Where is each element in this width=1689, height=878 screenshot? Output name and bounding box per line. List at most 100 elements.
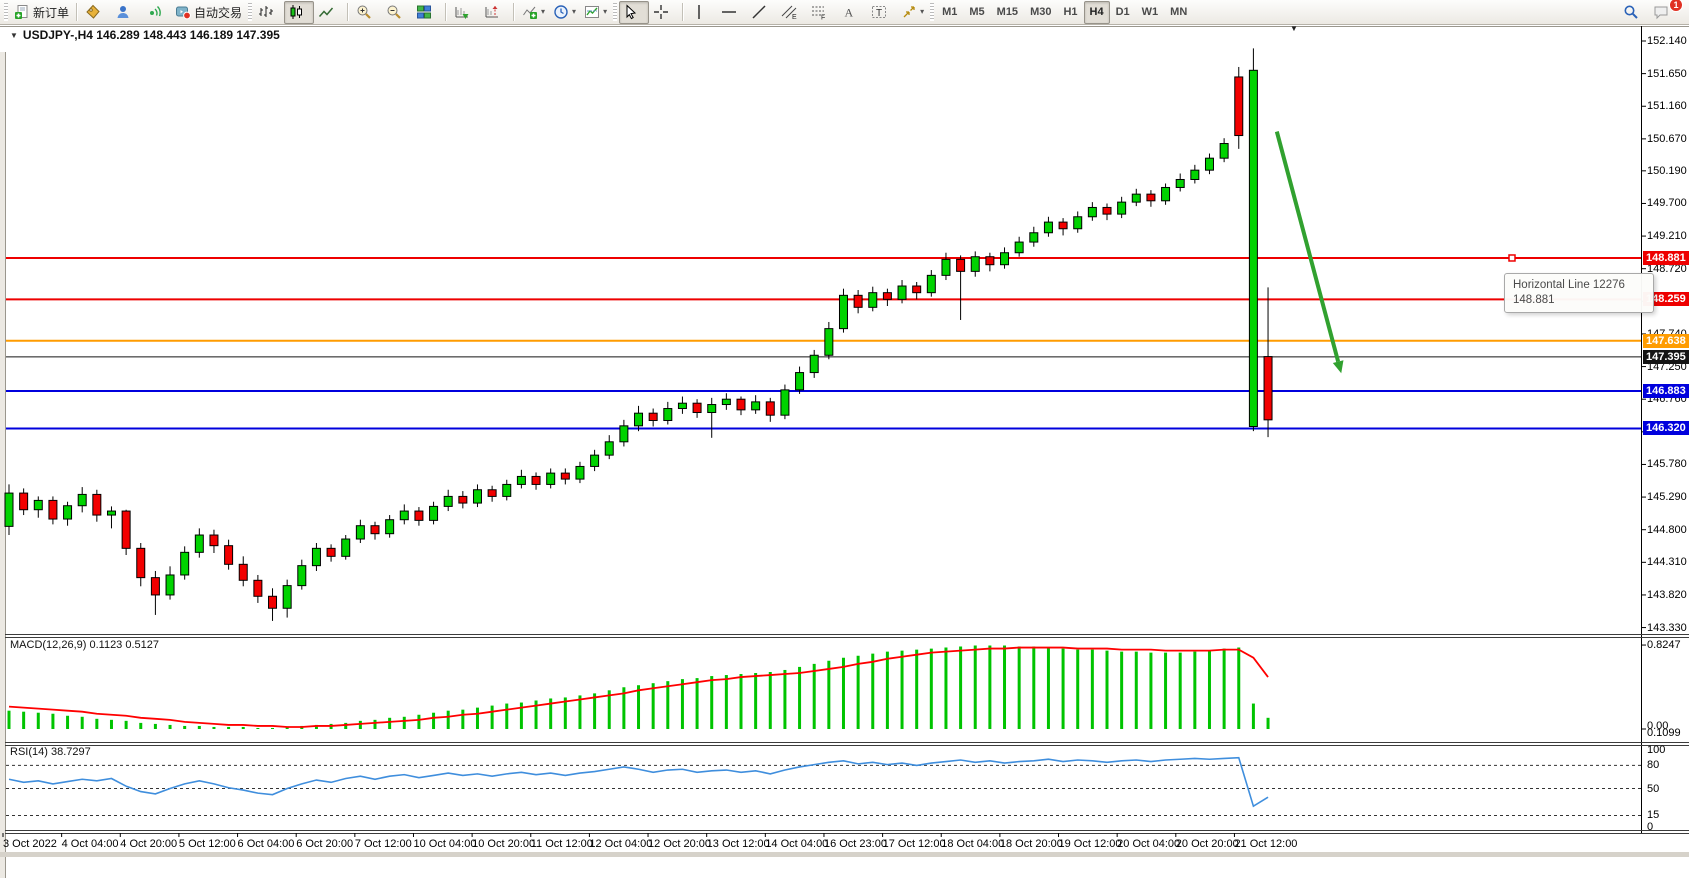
chart-shift-marker-icon[interactable]: ▼ <box>1290 24 1298 33</box>
bar-chart-button[interactable] <box>254 1 284 24</box>
periods-button[interactable]: ▾ <box>549 1 580 24</box>
chart-title-text: USDJPY-,H4 146.289 148.443 146.189 147.3… <box>22 28 280 42</box>
zoom-out-icon <box>387 5 401 19</box>
timeframe-button-m5[interactable]: M5 <box>969 6 985 18</box>
price-tag[interactable]: 147.395 <box>1643 349 1689 364</box>
chart-canvas[interactable] <box>0 26 1689 857</box>
autoscroll-button[interactable] <box>450 1 480 24</box>
rsi-indicator-label: RSI(14) 38.7297 <box>10 746 91 758</box>
timeframe-button-m15[interactable]: M15 <box>996 6 1019 18</box>
fibonacci-icon: F <box>812 6 825 20</box>
toolbar-grip[interactable] <box>248 3 253 21</box>
new-order-button[interactable]: 新订单 <box>10 1 73 24</box>
macd-zero-label: 0.00 <box>1647 720 1669 732</box>
tile-windows-button[interactable] <box>412 1 442 24</box>
autotrading-button[interactable]: 自动交易 <box>171 1 246 24</box>
templates-icon <box>585 6 600 18</box>
rsi-level-label: 0 <box>1647 821 1654 833</box>
text-letter: A <box>845 6 854 20</box>
trendline-button[interactable] <box>747 1 777 24</box>
text-label-button[interactable]: T <box>867 1 897 24</box>
signals-button[interactable] <box>141 1 171 24</box>
periods-clock-icon <box>554 5 568 19</box>
rsi-level-label: 100 <box>1647 744 1666 756</box>
timeframe-button-h4[interactable]: H4 <box>1083 0 1110 24</box>
time-label: 10 Oct 04:00 <box>413 838 477 850</box>
time-label: 21 Oct 12:00 <box>1234 838 1298 850</box>
price-tag[interactable]: 148.881 <box>1643 250 1689 265</box>
toolbar-grip[interactable] <box>613 3 618 21</box>
one-click-trading-caret-icon[interactable]: ▼ <box>10 30 18 40</box>
price-tick-label: 148.720 <box>1647 262 1687 275</box>
timeframe-button-m1[interactable]: M1 <box>942 6 958 18</box>
chart-title: ▼ USDJPY-,H4 146.289 148.443 146.189 147… <box>10 28 280 42</box>
price-tick-label: 151.160 <box>1647 100 1687 113</box>
time-label: 11 Oct 12:00 <box>530 838 593 850</box>
community-button[interactable] <box>111 1 141 24</box>
price-tick-label: 145.290 <box>1647 491 1687 504</box>
timeframe-button-h1[interactable]: H1 <box>1063 6 1078 18</box>
time-label: 13 Oct 12:00 <box>706 838 770 850</box>
price-tick-label: 143.330 <box>1647 621 1687 634</box>
price-tick-label: 143.820 <box>1647 588 1687 601</box>
vertical-line-button[interactable] <box>687 1 717 24</box>
vertical-line-icon <box>698 5 700 19</box>
price-tick-label: 150.670 <box>1647 132 1687 145</box>
market-button[interactable] <box>81 1 111 24</box>
toolbar-grip[interactable] <box>4 3 8 21</box>
timeframe-button-w1[interactable]: W1 <box>1141 6 1159 18</box>
toolbar-grip[interactable] <box>930 3 935 21</box>
timeframe-bar: M1 M5 M15 M30 H1 H4 D1 W1 MN <box>936 0 1193 24</box>
time-label: 16 Oct 23:00 <box>823 838 887 850</box>
chart-shift-button[interactable] <box>480 1 510 24</box>
indicators-button[interactable]: ▾ <box>518 1 549 24</box>
label-letter: T <box>876 8 882 19</box>
community-icon <box>117 6 129 18</box>
tile-windows-icon <box>417 5 432 19</box>
price-tag[interactable]: 148.259 <box>1643 292 1689 307</box>
time-label: 12 Oct 04:00 <box>589 838 653 850</box>
zoom-in-button[interactable] <box>352 1 382 24</box>
indicators-icon <box>523 6 538 19</box>
price-tag[interactable]: 146.883 <box>1643 384 1689 398</box>
arrows-button[interactable]: ▾ <box>897 1 928 24</box>
channel-button[interactable]: E <box>777 1 807 24</box>
zoom-out-button[interactable] <box>382 1 412 24</box>
timeframe-button-d1[interactable]: D1 <box>1115 6 1130 18</box>
search-button[interactable] <box>1619 1 1649 24</box>
rsi-level-label: 15 <box>1647 809 1660 822</box>
text-icon: A <box>845 6 854 20</box>
candlestick-chart-button[interactable] <box>284 0 315 24</box>
time-label: 6 Oct 04:00 <box>237 838 295 850</box>
line-chart-button[interactable] <box>314 1 344 24</box>
timeframe-button-mn[interactable]: MN <box>1170 6 1188 18</box>
toolbar-separator <box>347 3 350 21</box>
horizontal-line-button[interactable] <box>717 1 747 24</box>
chat-bubble-icon <box>1654 6 1668 20</box>
bar-chart-icon <box>259 6 274 17</box>
text-label-icon: T <box>872 6 887 19</box>
horizontal-line-icon <box>722 11 737 13</box>
price-tick-label: 145.780 <box>1647 458 1687 471</box>
cursor-button[interactable] <box>619 0 650 24</box>
text-button[interactable]: A <box>837 1 867 24</box>
price-tick-label: 152.140 <box>1647 35 1687 47</box>
market-icon <box>86 4 100 19</box>
price-tag[interactable]: 146.320 <box>1643 421 1689 436</box>
templates-caret-icon: ▾ <box>603 7 608 16</box>
timeframe-button-m30[interactable]: M30 <box>1030 6 1052 18</box>
macd-max-label: 0.8247 <box>1647 639 1681 652</box>
zoom-in-icon <box>357 5 371 19</box>
fibonacci-button[interactable]: F <box>807 1 837 24</box>
channel-letter: E <box>792 14 797 20</box>
crosshair-button[interactable] <box>649 1 679 24</box>
chat-button[interactable]: 1 <box>1649 0 1683 24</box>
price-tag[interactable]: 147.638 <box>1643 333 1689 348</box>
indicators-caret-icon: ▾ <box>541 7 546 16</box>
price-tick-label: 149.210 <box>1647 230 1687 243</box>
toolbar-separator <box>682 3 685 21</box>
time-label: 3 Oct 2022 <box>3 838 57 850</box>
periods-caret-icon: ▾ <box>572 7 577 16</box>
templates-button[interactable]: ▾ <box>580 1 611 24</box>
chart-shift-icon <box>485 6 499 18</box>
